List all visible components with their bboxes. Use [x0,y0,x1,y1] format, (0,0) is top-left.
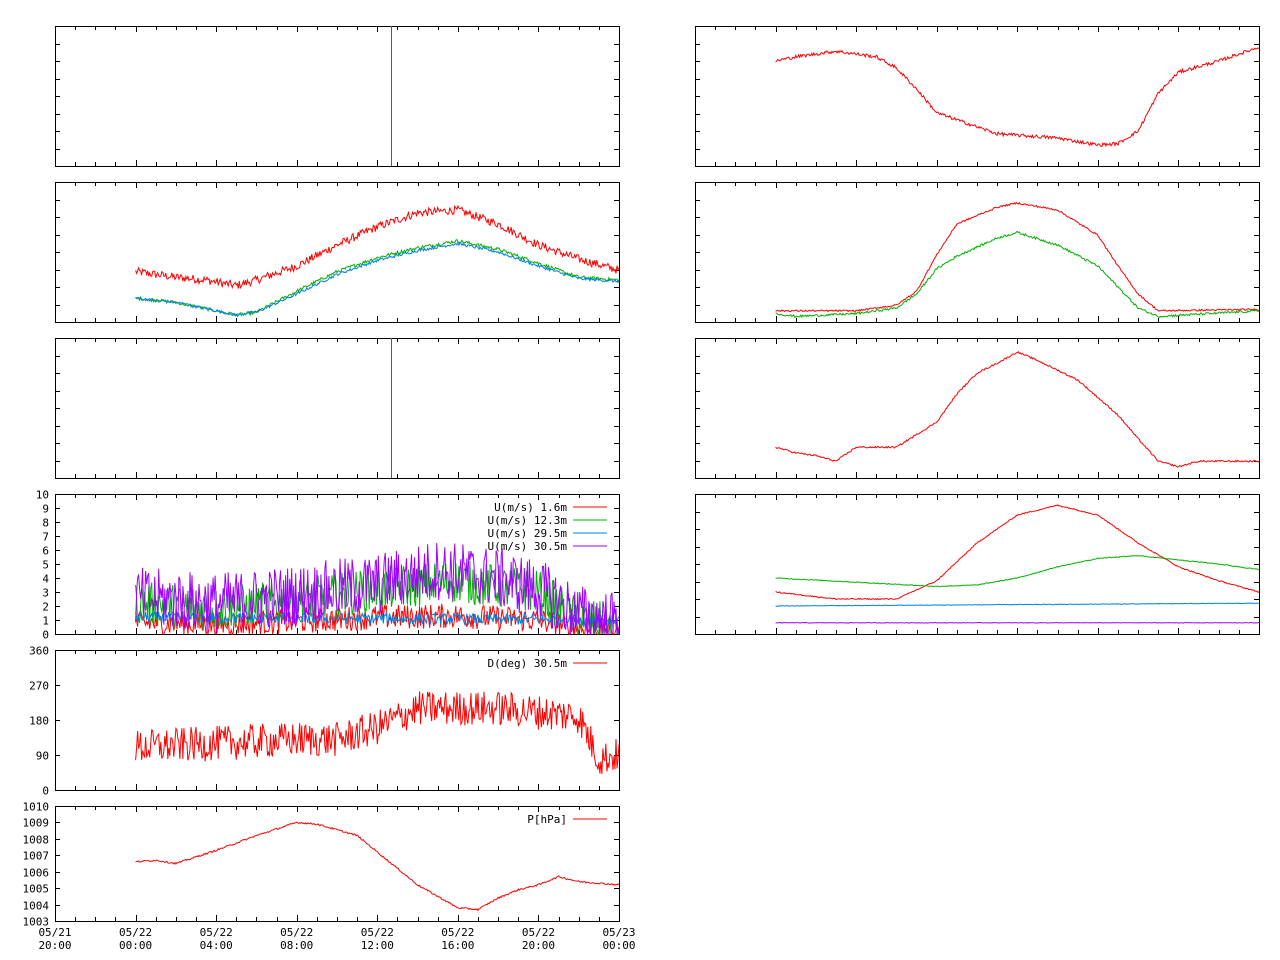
series-line-red [135,204,620,290]
plot-frame [55,26,620,167]
x-tick-date: 05/23 [602,926,635,939]
y-tick-label: 1010 [23,801,50,814]
y-tick-label: 7 [42,531,49,544]
x-tick-time: 04:00 [200,939,233,952]
x-tick-date: 05/22 [280,926,313,939]
y-tick-label: 1008 [23,834,50,847]
legend-label: U(m/s) 1.6m [494,501,567,514]
x-tick-time: 16:00 [441,939,474,952]
legend-label: U(m/s) 30.5m [488,540,568,553]
x-tick-date: 05/21 [38,926,71,939]
y-tick-label: 1006 [23,867,50,880]
y-tick-label: 1007 [23,850,50,863]
y-tick-label: 1009 [23,817,50,830]
series-line-green [135,238,620,318]
series-line-red [775,504,1260,601]
plot-frame [695,26,1260,167]
y-tick-label: 1 [42,615,49,628]
series-line-purple [775,621,1260,624]
x-tick-time: 00:00 [119,939,152,952]
x-tick-date: 05/22 [441,926,474,939]
x-tick-time: 20:00 [38,939,71,952]
y-tick-label: 9 [42,503,49,516]
series-line-red [135,821,620,912]
y-tick-label: 180 [29,715,49,728]
legend-label: P[hPa] [527,813,567,826]
y-tick-label: 360 [29,645,49,658]
plot-frame [55,650,620,791]
y-tick-label: 10 [36,489,49,502]
legend-label: U(m/s) 29.5m [488,527,568,540]
panel-l6: 1003 1004 1005 1006 1007 1008 1009 1010 P[hPa] 05… [23,801,636,953]
x-tick-date: 05/22 [200,926,233,939]
series-line-blue [775,602,1260,607]
panel-l2 [55,182,620,323]
series-line-red [775,47,1260,148]
y-tick-label: 0 [42,785,49,798]
panel-l1 [55,26,620,167]
panel-r2 [695,182,1260,323]
panel-l5: 0 90 180 270 360 D(deg) 30.5m [29,645,620,798]
series-line-green [775,555,1260,588]
panel-r3 [695,338,1260,479]
plot-frame [695,182,1260,323]
panel-r4 [695,494,1260,635]
series-line-purple [135,542,620,636]
y-tick-label: 1003 [23,916,50,929]
y-tick-label: 2 [42,601,49,614]
y-tick-label: 270 [29,680,49,693]
y-tick-label: 1004 [23,900,50,913]
x-tick-time: 08:00 [280,939,313,952]
series-line-red [775,201,1259,313]
y-tick-label: 5 [42,559,49,572]
series-line-green [775,230,1260,319]
x-tick-time: 20:00 [522,939,555,952]
y-tick-label: 1005 [23,883,50,896]
x-tick-time: 12:00 [361,939,394,952]
plot-frame [55,338,620,479]
x-tick-date: 05/22 [119,926,152,939]
panel-r1 [695,26,1260,167]
panel-l3 [55,338,620,479]
series-line-red [775,350,1260,468]
y-tick-label: 90 [36,750,49,763]
y-tick-label: 4 [42,573,49,586]
series-line-blue [135,241,620,317]
legend-label: D(deg) 30.5m [488,657,568,670]
x-tick-date: 05/22 [361,926,394,939]
y-tick-label: 3 [42,587,49,600]
y-tick-label: 0 [42,629,49,642]
y-tick-label: 6 [42,545,49,558]
plot-frame [695,338,1260,479]
x-tick-time: 00:00 [602,939,635,952]
plot-frame [55,182,620,323]
y-tick-label: 8 [42,517,49,530]
legend-label: U(m/s) 12.3m [488,514,568,527]
plot-frame [695,494,1260,635]
x-tick-date: 05/22 [522,926,555,939]
series-line-red [135,691,620,774]
